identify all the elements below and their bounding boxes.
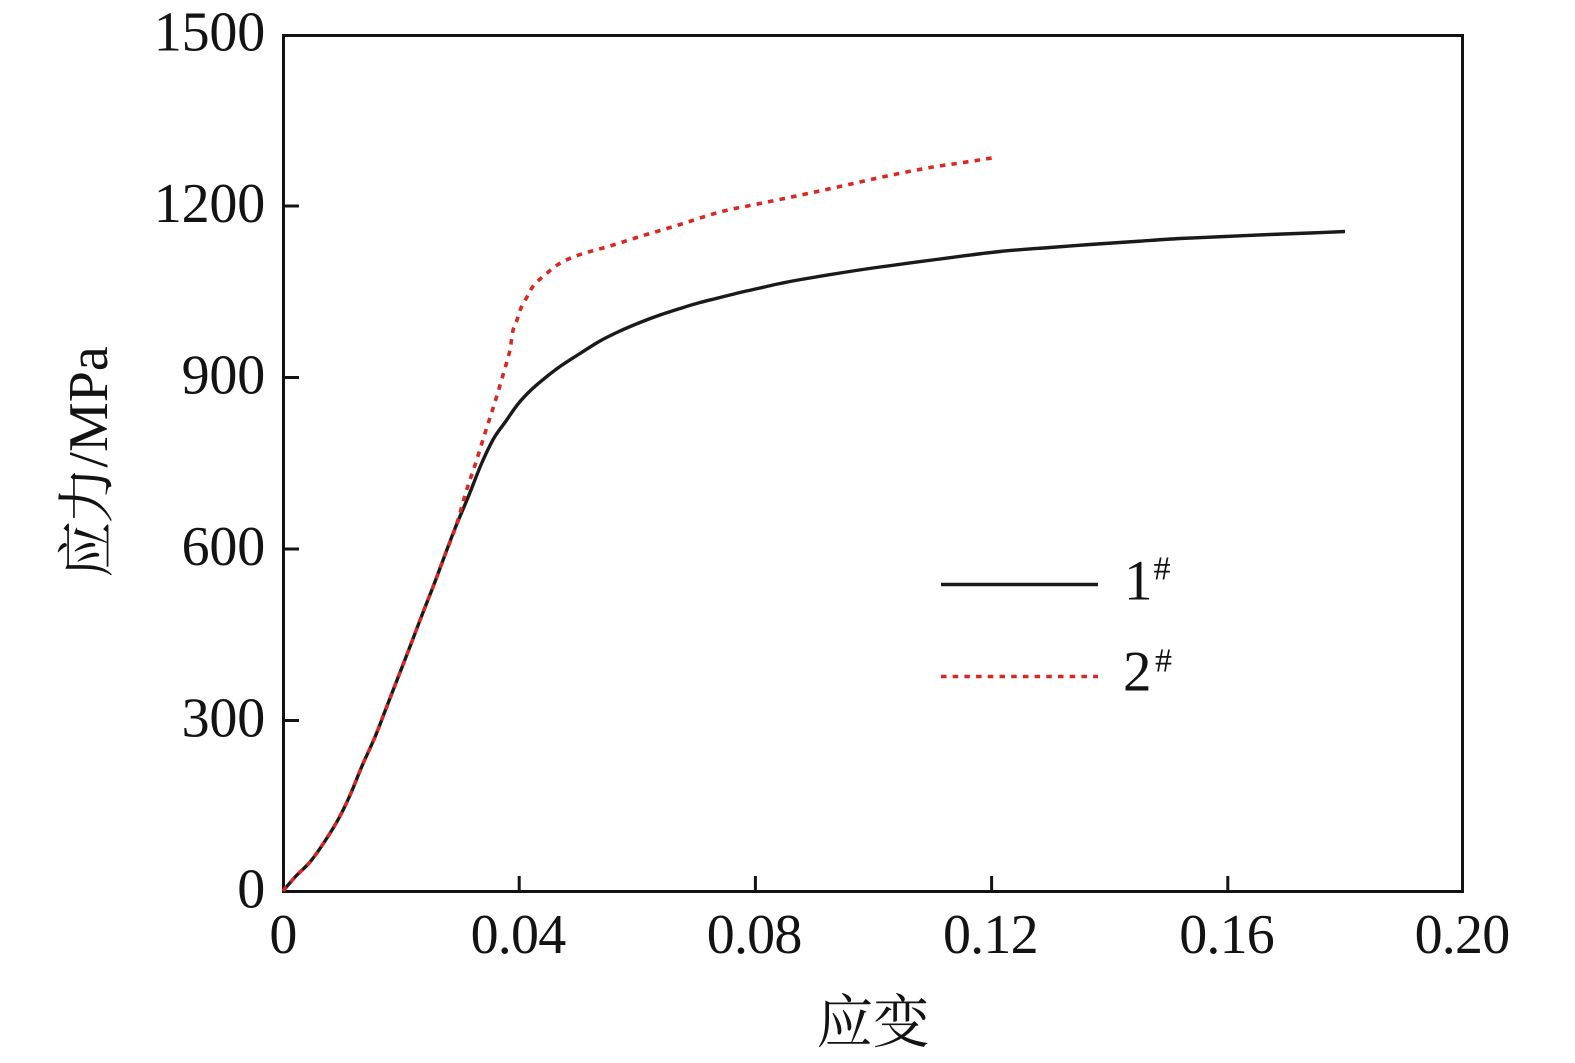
svg-text:600: 600 [182, 516, 265, 578]
svg-text:0.16: 0.16 [1179, 904, 1274, 966]
svg-text:/MPa: /MPa [58, 346, 120, 467]
svg-text:300: 300 [182, 688, 265, 750]
svg-text:0: 0 [237, 858, 265, 920]
svg-text:900: 900 [182, 344, 265, 406]
svg-text:0.04: 0.04 [471, 904, 567, 966]
svg-text:0.08: 0.08 [707, 904, 802, 966]
svg-text:1200: 1200 [154, 173, 265, 235]
svg-text:2: 2 [1123, 641, 1152, 704]
svg-text:0.12: 0.12 [943, 904, 1038, 966]
svg-text:0: 0 [269, 904, 296, 966]
svg-text:#: # [1154, 551, 1171, 588]
svg-text:1500: 1500 [154, 2, 265, 64]
svg-text:0.20: 0.20 [1415, 904, 1510, 966]
svg-text:1: 1 [1124, 550, 1153, 613]
svg-text:#: # [1155, 643, 1172, 680]
